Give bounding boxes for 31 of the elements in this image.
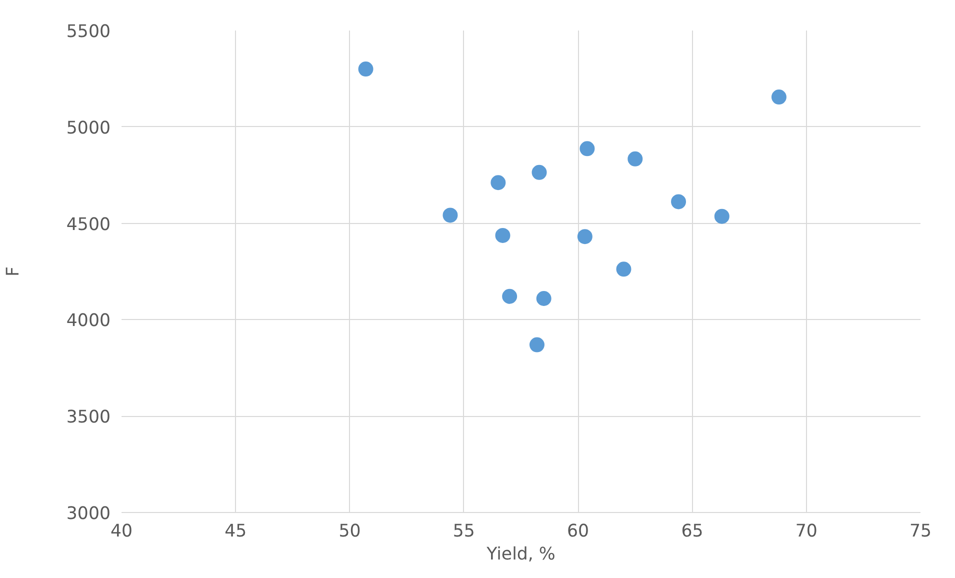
x-axis-title: Yield, % — [486, 544, 556, 564]
x-tick-label: 50 — [338, 522, 361, 542]
point — [616, 262, 632, 277]
x-tick-label: 60 — [567, 522, 590, 542]
y-tick-label: 3000 — [66, 504, 111, 524]
y-axis-title: F — [3, 266, 24, 276]
point — [529, 337, 544, 352]
x-tick-label: 40 — [110, 522, 133, 542]
point — [671, 194, 686, 210]
point — [536, 291, 552, 306]
point — [532, 164, 547, 180]
y-tick-label: 4500 — [66, 214, 111, 235]
x-tick-label: 65 — [681, 522, 704, 542]
x-tick-label: 75 — [909, 522, 932, 542]
point — [577, 229, 592, 244]
point — [490, 175, 506, 190]
y-tick-label: 3500 — [66, 408, 111, 428]
point — [495, 228, 510, 243]
point — [502, 288, 518, 304]
point — [628, 151, 643, 166]
x-tick-label: 55 — [452, 522, 475, 542]
y-tick-label: 5000 — [66, 118, 111, 138]
y-tick-label: 4000 — [66, 311, 111, 332]
x-tick-label: 45 — [224, 522, 247, 542]
x-tick-label: 70 — [795, 522, 818, 542]
point — [714, 208, 730, 224]
point — [442, 208, 458, 223]
y-tick-label: 5500 — [66, 22, 111, 42]
point — [771, 90, 786, 104]
point — [358, 62, 374, 77]
point — [580, 141, 595, 156]
